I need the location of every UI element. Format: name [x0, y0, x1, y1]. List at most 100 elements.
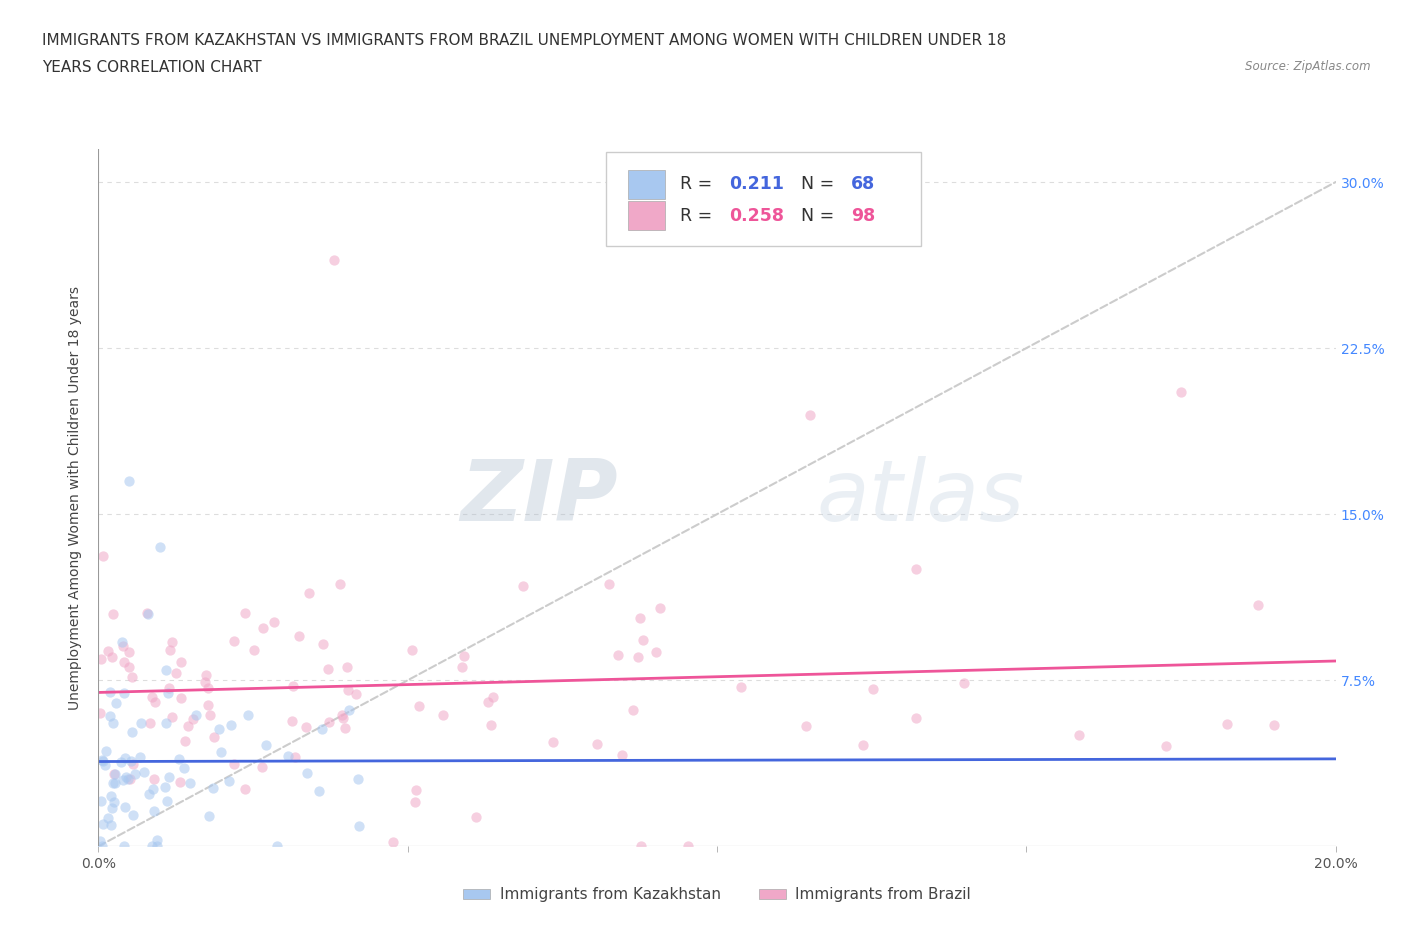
- Point: [122, 807, 145, 822]
- Point: [318, 661, 340, 676]
- Text: 98: 98: [851, 206, 875, 225]
- Point: [337, 703, 360, 718]
- Point: [131, 715, 153, 730]
- Point: [329, 577, 352, 591]
- Point: [91, 752, 114, 767]
- Point: [294, 720, 316, 735]
- Point: [97, 811, 120, 826]
- Point: [266, 839, 288, 854]
- Point: [799, 407, 821, 422]
- Point: [100, 818, 122, 833]
- Point: [198, 808, 221, 823]
- Point: [169, 775, 191, 790]
- Point: [91, 549, 114, 564]
- Point: [336, 659, 359, 674]
- Point: [94, 758, 117, 773]
- Text: YEARS CORRELATION CHART: YEARS CORRELATION CHART: [42, 60, 262, 75]
- Point: [194, 675, 217, 690]
- Point: [143, 695, 166, 710]
- Point: [676, 839, 699, 854]
- Point: [136, 606, 159, 621]
- Point: [104, 776, 127, 790]
- Point: [401, 643, 423, 658]
- Point: [586, 736, 609, 751]
- Point: [173, 761, 195, 776]
- Point: [862, 682, 884, 697]
- Point: [97, 644, 120, 658]
- Text: ZIP: ZIP: [460, 456, 619, 539]
- Point: [103, 794, 125, 809]
- Point: [477, 695, 499, 710]
- Point: [110, 754, 132, 769]
- Point: [222, 756, 245, 771]
- Point: [118, 772, 141, 787]
- Point: [208, 722, 231, 737]
- Point: [330, 708, 353, 723]
- Point: [160, 710, 183, 724]
- Point: [730, 679, 752, 694]
- Point: [318, 715, 340, 730]
- Point: [218, 773, 240, 788]
- Point: [311, 722, 333, 737]
- Point: [201, 780, 224, 795]
- Point: [122, 756, 145, 771]
- Point: [114, 751, 136, 765]
- Point: [141, 689, 163, 704]
- Point: [852, 738, 875, 753]
- Point: [111, 634, 134, 649]
- Point: [103, 716, 125, 731]
- Point: [905, 711, 928, 725]
- Point: [630, 839, 652, 854]
- Point: [157, 769, 180, 784]
- Text: N =: N =: [801, 206, 834, 225]
- Point: [118, 473, 141, 488]
- Point: [287, 629, 309, 644]
- Text: R =: R =: [681, 206, 713, 225]
- Point: [155, 716, 177, 731]
- Point: [194, 667, 217, 682]
- Point: [121, 669, 143, 684]
- Point: [142, 771, 165, 786]
- Point: [298, 586, 321, 601]
- Point: [1216, 716, 1239, 731]
- Point: [94, 743, 117, 758]
- Point: [100, 649, 122, 664]
- Point: [631, 633, 654, 648]
- Text: R =: R =: [681, 176, 713, 193]
- Point: [197, 681, 219, 696]
- Point: [101, 800, 124, 815]
- Point: [179, 776, 201, 790]
- Point: [121, 724, 143, 739]
- Point: [104, 766, 127, 781]
- Point: [209, 745, 232, 760]
- Point: [118, 644, 141, 659]
- Point: [93, 817, 115, 831]
- Point: [453, 649, 475, 664]
- Point: [479, 718, 502, 733]
- Point: [650, 600, 672, 615]
- Point: [112, 655, 135, 670]
- Point: [404, 794, 426, 809]
- Point: [177, 719, 200, 734]
- Point: [153, 779, 176, 794]
- Point: [219, 717, 242, 732]
- Point: [628, 610, 651, 625]
- Text: 0.258: 0.258: [730, 206, 785, 225]
- Point: [89, 833, 111, 848]
- Point: [149, 540, 172, 555]
- Point: [337, 683, 360, 698]
- Point: [612, 748, 634, 763]
- Point: [138, 787, 160, 802]
- Point: [155, 663, 177, 678]
- Point: [432, 708, 454, 723]
- Point: [233, 605, 256, 620]
- Point: [796, 718, 818, 733]
- Point: [167, 751, 190, 766]
- Point: [103, 776, 125, 790]
- Point: [173, 734, 195, 749]
- Point: [308, 784, 330, 799]
- Point: [333, 720, 356, 735]
- Point: [243, 643, 266, 658]
- Point: [181, 711, 204, 726]
- Point: [1263, 718, 1285, 733]
